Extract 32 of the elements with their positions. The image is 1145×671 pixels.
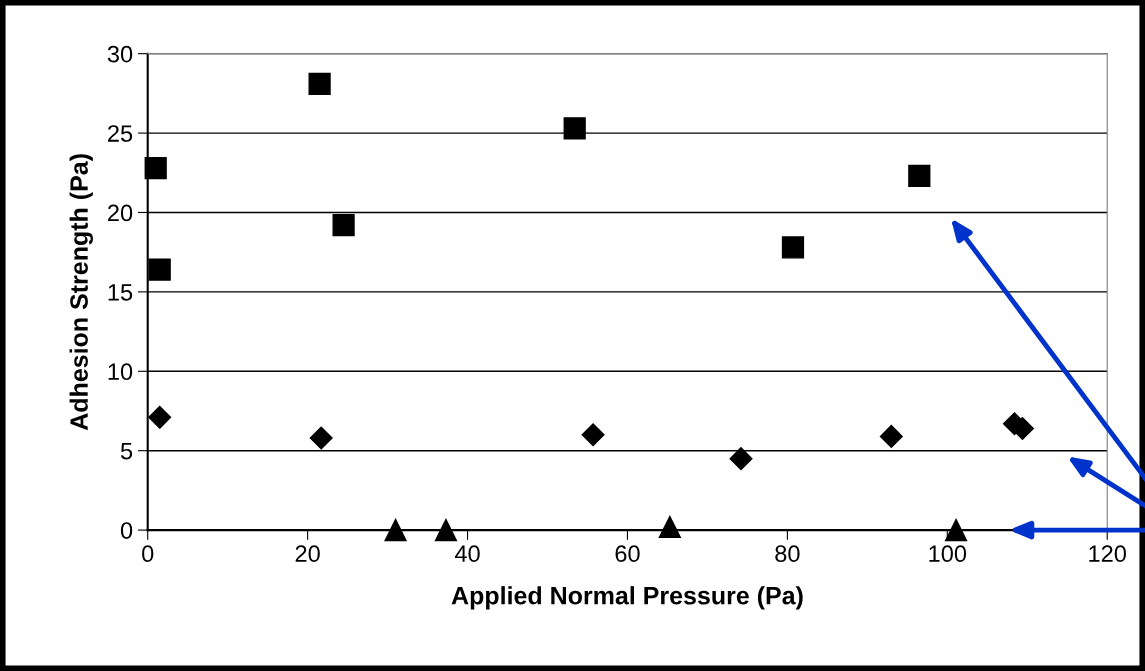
point bbox=[144, 156, 167, 180]
y-tick-label: 25 bbox=[108, 125, 133, 142]
point bbox=[781, 236, 805, 259]
y-tick-label: 0 bbox=[120, 522, 133, 539]
x-tick-label: 100 bbox=[929, 545, 967, 563]
x-tick-label: 20 bbox=[295, 545, 320, 563]
y-tick-label: 20 bbox=[108, 204, 133, 222]
point bbox=[148, 258, 171, 281]
x-tick-label: 40 bbox=[454, 545, 480, 563]
point bbox=[563, 117, 586, 140]
point bbox=[658, 515, 681, 539]
y-tick-label: 5 bbox=[120, 443, 133, 460]
x-tick-label: 60 bbox=[615, 545, 640, 563]
point bbox=[308, 72, 331, 95]
x-tick-label: 120 bbox=[1089, 545, 1126, 563]
y-axis-title: Adhesion Strength (Pa) bbox=[69, 154, 93, 431]
y-tick-label: 15 bbox=[108, 284, 133, 301]
x-tick-label: 80 bbox=[775, 545, 800, 563]
y-tick-label: 30 bbox=[107, 45, 133, 63]
point bbox=[581, 423, 605, 447]
point bbox=[944, 518, 968, 542]
x-tick-label: 0 bbox=[142, 545, 154, 563]
point bbox=[384, 518, 407, 542]
point bbox=[879, 424, 903, 448]
x-axis-title: Applied Normal Pressure (Pa) bbox=[451, 586, 803, 610]
point bbox=[309, 426, 333, 450]
point bbox=[434, 518, 458, 542]
point bbox=[332, 214, 355, 237]
point bbox=[148, 405, 172, 429]
point bbox=[908, 164, 931, 188]
point bbox=[729, 447, 753, 471]
y-tick-label: 10 bbox=[108, 363, 133, 381]
